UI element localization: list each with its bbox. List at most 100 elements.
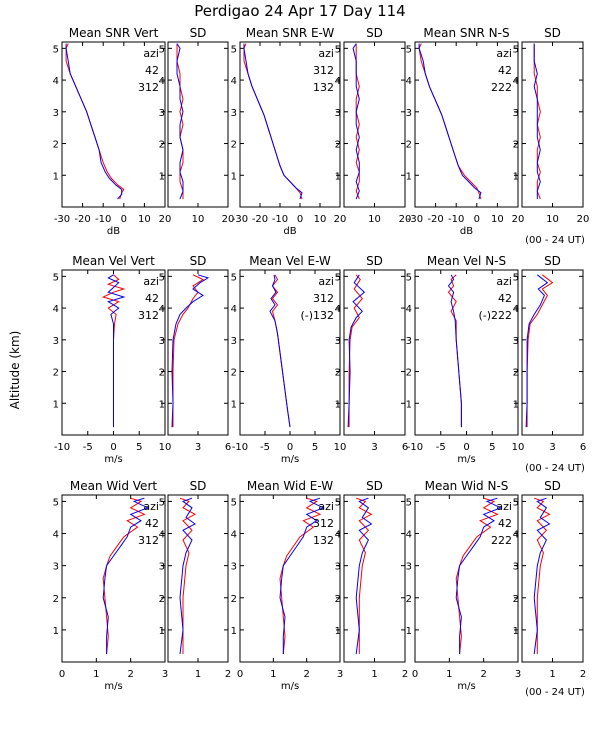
panel-2-5-xtick-label: 1 [549,669,555,680]
panel-1-3-title: SD [366,254,383,268]
panel-2-3-title: SD [366,479,383,493]
panel-0-3-xtick-label: 20 [399,214,412,225]
panel-2-0-legend-2: 312 [138,534,159,547]
panel-1-3-series-1 [347,274,366,428]
panel-1-1-ytick-label: 1 [159,399,165,410]
panel-2-2-legend-0: azi [318,500,334,513]
panel-2-1-ytick-label: 1 [159,626,165,637]
panel-1-4-xtick-label: -5 [436,442,446,453]
panel-2-5-ytick-label: 2 [513,594,519,605]
panel-2-1-ytick-label: 2 [159,594,165,605]
ut-note-row-3: (00 - 24 UT) [525,687,585,698]
panel-1-4-series-(-)222 [447,274,462,428]
panel-2-1-xtick-label: 2 [225,669,231,680]
panel-2-2-xtick-label: 2 [303,669,309,680]
panel-1-2-xlabel: m/s [281,454,299,465]
panel-2-3-xtick-label: 2 [402,669,408,680]
panel-1-0-legend-1: 42 [145,292,159,305]
panel-1-0-xtick-label: 5 [136,442,142,453]
panel-0-2-title: Mean SNR E-W [246,26,335,40]
panel-2-4-xlabel: m/s [457,681,475,692]
panel-1-4-legend-2: (-)222 [478,309,512,322]
panel-0-4-ytick-label: 3 [406,108,412,119]
panel-0-4-xtick-label: 0 [474,214,480,225]
panel-2-0-ytick-label: 2 [53,594,59,605]
panel-1-2-ytick-label: 5 [231,272,237,283]
panel-0-0-ytick-label: 5 [53,44,59,55]
panel-1-2-legend-1: 312 [313,292,334,305]
panel-1-2-series-312 [271,274,291,428]
panel-1-2-xtick-label: 0 [287,442,293,453]
panel-2-0-legend-1: 42 [145,517,159,530]
panel-0-1-ytick-label: 1 [159,171,165,182]
panel-1-1-title: SD [190,254,207,268]
panel-2-2-ytick-label: 5 [231,497,237,508]
panel-1-0-title: Mean Vel Vert [72,254,155,268]
panel-1-4-xlabel: m/s [457,454,475,465]
panel-1-5-ytick-label: 5 [513,272,519,283]
panel-2-0-legend-0: azi [143,500,159,513]
panel-1-2-legend-0: azi [318,275,334,288]
panel-1-4-legend-1: 42 [498,292,512,305]
panel-2-3-ytick-label: 3 [335,562,341,573]
ut-note-row-2: (00 - 24 UT) [525,463,585,474]
panel-2-2-legend-2: 132 [313,534,334,547]
panel-1-5-ytick-label: 2 [513,368,519,379]
panel-0-5: SD 1 2 3 4 5 10 20 [513,26,590,225]
panel-1-3-series-0 [348,274,363,428]
panel-0-4-ytick-label: 1 [406,171,412,182]
panel-2-0-xtick-label: 1 [93,669,99,680]
panel-2-5-ytick-label: 5 [513,497,519,508]
panel-0-2-legend-0: azi [318,47,334,60]
panel-2-3-ytick-label: 5 [335,497,341,508]
panel-2-0-xtick-label: 3 [162,669,168,680]
panel-0-2-xtick-label: -30 [232,214,248,225]
panel-1-0-legend-0: azi [143,275,159,288]
panel-2-0-ytick-label: 5 [53,497,59,508]
panel-1-2-ytick-label: 2 [231,368,237,379]
panel-0-0-series-312 [65,43,123,200]
panel-1-1-series-0 [172,274,205,428]
panel-2-0-ytick-label: 3 [53,562,59,573]
panel-0-5-frame [521,41,584,208]
panel-0-3-ytick-label: 3 [335,108,341,119]
panel-1-5: SD 1 2 3 4 5 3 6 [513,254,587,453]
panel-2-1-series-1 [179,497,196,655]
panel-2-3-ytick-label: 1 [335,626,341,637]
figure-title: Perdigao 24 Apr 17 Day 114 [194,2,405,20]
panel-0-2-xtick-label: -20 [252,214,268,225]
panel-1-2-ytick-label: 4 [231,304,237,315]
panel-1-4-xtick-label: 0 [463,442,469,453]
panel-1-0-ytick-label: 2 [53,368,59,379]
panel-0-1-ytick-label: 5 [159,44,165,55]
panel-0-5-ytick-label: 1 [513,171,519,182]
panel-2-0-series-312 [102,497,150,654]
panel-0-3-xtick-label: 10 [368,214,381,225]
panel-2-4-frame [414,494,519,663]
panel-1-4-ytick-label: 4 [406,304,412,315]
panel-1-1: SD 1 2 3 4 5 3 6 [159,254,232,453]
panel-1-0-ytick-label: 4 [53,304,59,315]
panel-0-4-ytick-label: 5 [406,44,412,55]
altitude-axis-label: Altitude (km) [8,331,22,410]
panel-1-3-frame [343,269,406,436]
panel-1-0-xlabel: m/s [104,454,122,465]
panel-1-0-xtick-label: -10 [54,442,70,453]
panel-2-5-ytick-label: 4 [513,530,519,541]
panel-2-2-xlabel: m/s [281,681,299,692]
panel-0-5-xtick-label: 20 [577,214,590,225]
panel-2-3-series-1 [355,497,373,655]
panel-1-5-series-1 [525,274,549,428]
panel-0-2-ytick-label: 2 [231,140,237,151]
panel-1-2-xtick-label: 10 [334,442,347,453]
panel-0-0-legend-0: azi [143,47,159,60]
panel-1-4-xtick-label: 5 [489,442,495,453]
panel-1-5-title: SD [544,254,561,268]
panel-0-2-legend-1: 312 [313,64,334,77]
panel-1-4-series-42 [447,274,462,428]
panel-1-1-ytick-label: 4 [159,304,165,315]
panel-1-2-ytick-label: 3 [231,336,237,347]
